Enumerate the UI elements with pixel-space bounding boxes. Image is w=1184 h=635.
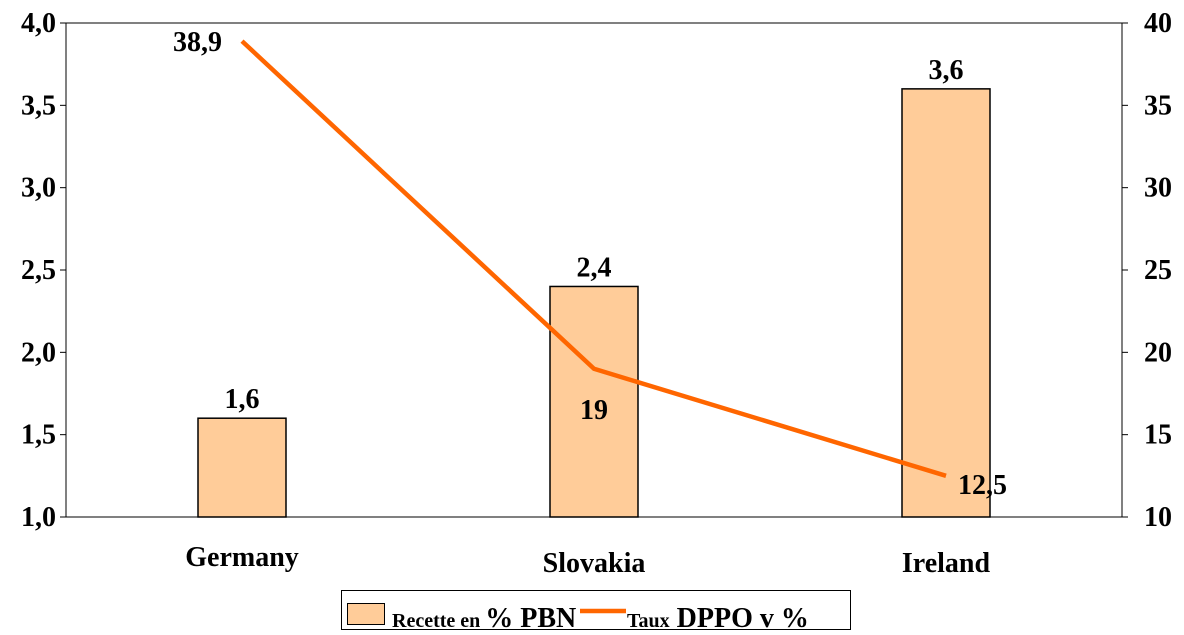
- legend-line-swatch: [580, 608, 626, 614]
- right-axis-tick-label: 30: [1144, 173, 1172, 204]
- right-axis-tick-label: 10: [1144, 502, 1172, 533]
- left-axis-tick-label: 3,0: [21, 173, 56, 204]
- legend-label-bars: Recette en % PBN: [392, 603, 576, 635]
- right-axis-tick-label: 40: [1144, 8, 1172, 39]
- x-axis-category-label: Slovakia: [543, 548, 646, 579]
- left-axis-tick-label: 2,5: [21, 255, 56, 286]
- left-axis-tick-label: 1,5: [21, 420, 56, 451]
- legend-label-line-b: DPPO v %: [669, 603, 809, 634]
- legend-bar-swatch: [347, 603, 385, 625]
- left-axis-tick-label: 2,0: [21, 337, 56, 368]
- line-data-label: 12,5: [958, 470, 1007, 501]
- x-axis-category-label: Ireland: [902, 548, 991, 579]
- legend-label-line: Taux DPPO v %: [627, 603, 809, 635]
- bar-data-label: 2,4: [577, 252, 612, 283]
- left-axis-tick-label: 1,0: [21, 502, 56, 533]
- legend-label-bars-b: % PBN: [485, 603, 577, 634]
- right-axis-tick-label: 15: [1144, 420, 1172, 451]
- x-axis-category-label: Germany: [185, 542, 299, 573]
- bar-data-label: 3,6: [929, 55, 964, 86]
- right-axis-tick-label: 35: [1144, 90, 1172, 121]
- legend-label-line-a: Taux: [627, 610, 670, 632]
- chart-legend: Recette en % PBN Taux DPPO v %: [341, 590, 851, 634]
- line-data-label: 19: [580, 395, 608, 426]
- bar: [197, 417, 287, 518]
- line-series: [240, 39, 947, 478]
- bar: [901, 88, 991, 518]
- right-axis-tick-label: 20: [1144, 337, 1172, 368]
- right-axis-tick-label: 25: [1144, 255, 1172, 286]
- bar: [549, 285, 639, 518]
- bar-data-label: 1,6: [225, 384, 260, 415]
- legend-label-bars-a: Recette en: [392, 610, 481, 632]
- left-axis-tick-label: 3,5: [21, 90, 56, 121]
- line-data-label: 38,9: [173, 27, 222, 58]
- left-axis-tick-label: 4,0: [21, 8, 56, 39]
